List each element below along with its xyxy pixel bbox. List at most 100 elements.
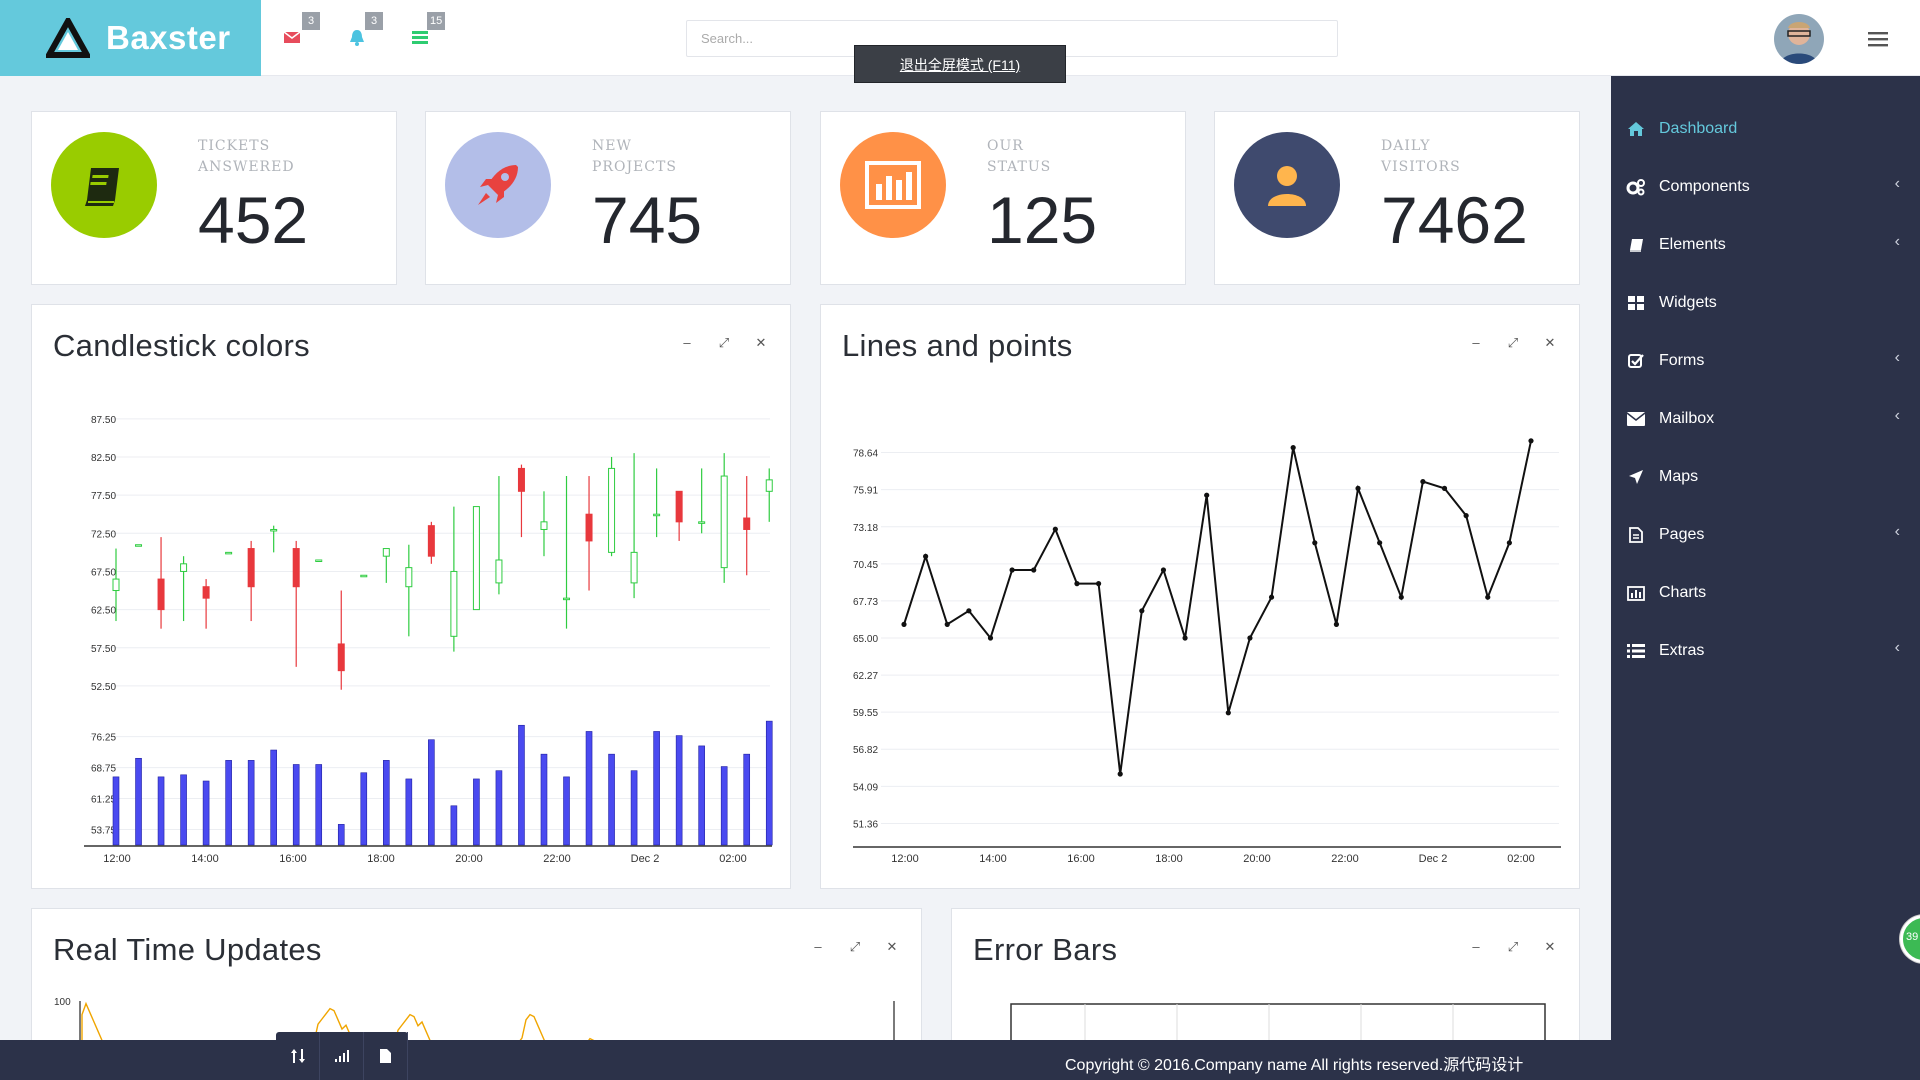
y-tick-label: 72.50: [91, 529, 116, 540]
volume-bar: [743, 753, 751, 846]
candle-body: [450, 570, 458, 637]
data-point: [901, 621, 907, 627]
minimize-icon[interactable]: –: [814, 939, 822, 954]
candlestick-panel: Candlestick colors – ⤢ ✕ 87.50 82.50 77.50…: [31, 304, 791, 889]
sidebar-item-forms[interactable]: Forms ‹: [1611, 332, 1920, 390]
y-tick-label: 53.75: [91, 826, 116, 837]
volume-bar: [383, 760, 390, 846]
expand-icon[interactable]: ⤢: [718, 335, 730, 350]
x-tick-label: 02:00: [719, 853, 747, 865]
expand-icon[interactable]: ⤢: [849, 939, 861, 954]
close-icon[interactable]: ✕: [1544, 335, 1556, 350]
sidebar-item-elements[interactable]: Elements ‹: [1611, 216, 1920, 274]
volume-bar: [225, 760, 232, 846]
close-icon[interactable]: ✕: [755, 335, 767, 350]
data-point: [1160, 567, 1167, 573]
panel-controls: – ⤢ ✕: [680, 336, 768, 350]
data-point: [923, 553, 929, 559]
hamburger-menu-icon[interactable]: [1867, 28, 1889, 50]
volume-bar: [473, 778, 480, 846]
stat-label: OUR STATUS: [987, 138, 1052, 175]
sidebar-item-maps[interactable]: Maps: [1611, 448, 1920, 506]
volume-bar: [270, 749, 277, 846]
candle-body: [360, 574, 368, 578]
bell-icon[interactable]: [346, 26, 368, 48]
volume-bar: [563, 776, 570, 846]
sidebar-item-dashboard[interactable]: Dashboard: [1611, 100, 1920, 158]
candle-body: [653, 513, 661, 517]
x-tick-label: 18:00: [1155, 853, 1183, 865]
panel-controls: – ⤢ ✕: [1469, 336, 1557, 350]
minimize-icon[interactable]: –: [683, 335, 691, 350]
chevron-left-icon: ‹: [1894, 407, 1900, 424]
y-tick-label: 68.75: [91, 764, 116, 775]
bar-chart-icon: [1625, 582, 1647, 604]
candle-body: [540, 521, 548, 530]
volume-bar: [112, 776, 120, 846]
stat-label: NEW PROJECTS: [592, 138, 677, 175]
envelope-icon[interactable]: [281, 26, 303, 48]
minimize-icon[interactable]: –: [1472, 939, 1480, 954]
brand-logo[interactable]: Baxster: [0, 0, 261, 76]
candle-body: [675, 490, 683, 523]
volume-bar: [653, 731, 660, 846]
data-point: [1485, 594, 1491, 600]
x-tick-label: 14:00: [191, 853, 219, 865]
data-point: [1463, 513, 1469, 519]
footer-toolbar: [276, 1032, 408, 1080]
data-point: [1009, 567, 1015, 573]
sidebar-item-components[interactable]: Components ‹: [1611, 158, 1920, 216]
y-tick-label: 67.73: [853, 597, 878, 608]
sidebar-item-extras[interactable]: Extras ‹: [1611, 622, 1920, 680]
data-point: [1204, 492, 1210, 498]
volume-bar: [630, 770, 638, 846]
volume-bar: [292, 764, 300, 846]
data-point: [944, 621, 950, 627]
x-tick-label: 02:00: [1507, 853, 1535, 865]
data-point: [1247, 635, 1253, 641]
volume-bar: [450, 805, 458, 846]
volume-bar: [765, 720, 773, 846]
stat-label: TICKETS ANSWERED: [198, 138, 295, 175]
location-arrow-icon: [1625, 466, 1647, 488]
sidebar-item-pages[interactable]: Pages ‹: [1611, 506, 1920, 564]
candle-body: [157, 578, 165, 611]
data-point: [987, 635, 994, 641]
close-icon[interactable]: ✕: [886, 939, 898, 954]
file-icon[interactable]: [364, 1032, 408, 1080]
close-icon[interactable]: ✕: [1544, 939, 1556, 954]
tasks-icon[interactable]: [409, 26, 431, 48]
volume-bar: [315, 764, 323, 846]
sidebar-item-mailbox[interactable]: Mailbox ‹: [1611, 390, 1920, 448]
volume-bar: [698, 745, 705, 846]
expand-icon[interactable]: ⤢: [1507, 939, 1519, 954]
y-tick-label: 62.27: [853, 671, 878, 682]
volume-bar: [180, 774, 187, 846]
y-tick-label: 54.09: [853, 782, 878, 793]
sidebar-item-widgets[interactable]: Widgets: [1611, 274, 1920, 332]
fullscreen-exit-toast[interactable]: 退出全屏模式 (F11): [854, 45, 1066, 83]
stat-card-projects: NEW PROJECTS 745: [425, 111, 791, 285]
footer: Copyright © 2016.Company name All rights…: [0, 1032, 1920, 1080]
panel-controls: – ⤢ ✕: [811, 940, 899, 954]
y-tick-label: 57.50: [91, 644, 116, 655]
list-icon: [1625, 640, 1647, 662]
data-point: [1355, 485, 1361, 491]
candle-body: [720, 475, 728, 569]
volume-bar: [675, 735, 683, 846]
volume-bar: [495, 770, 503, 846]
expand-icon[interactable]: ⤢: [1507, 335, 1519, 350]
sort-icon[interactable]: [276, 1032, 320, 1080]
data-point: [1290, 445, 1296, 451]
signal-icon[interactable]: [320, 1032, 364, 1080]
sidebar-item-charts[interactable]: Charts: [1611, 564, 1920, 622]
data-point: [1031, 567, 1037, 573]
panel-title: Error Bars: [973, 932, 1118, 967]
y-tick-label: 75.91: [853, 486, 878, 497]
candle-body: [382, 548, 390, 557]
user-avatar[interactable]: [1774, 14, 1824, 64]
candle-body: [563, 597, 571, 601]
data-point: [1074, 581, 1080, 587]
y-tick-label: 61.25: [91, 795, 116, 806]
minimize-icon[interactable]: –: [1472, 335, 1480, 350]
